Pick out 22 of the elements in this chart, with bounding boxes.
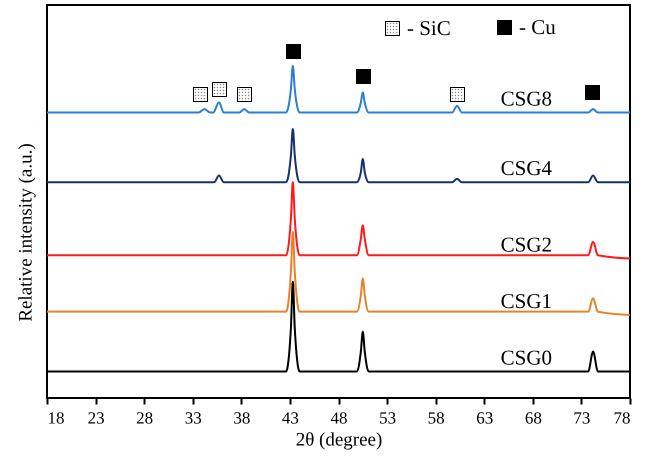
y-axis-title: Relative intensity (a.u.) <box>16 143 36 322</box>
x-tick-label: 58 <box>428 408 445 428</box>
series-label: CSG1 <box>500 289 552 313</box>
legend-label: CSG8 <box>500 86 552 110</box>
text: - SiC <box>407 16 451 40</box>
x-tick-label: 33 <box>184 408 202 428</box>
x-tick-label: 78 <box>614 408 630 428</box>
x-tick-label: 23 <box>88 408 105 428</box>
x-tick-label: 73 <box>573 408 590 428</box>
x-tick-label: 18 <box>48 408 64 428</box>
series-label: CSG4 <box>500 156 552 180</box>
x-tick-label: 43 <box>282 408 299 428</box>
x-axis-title: 2θ (degree) <box>296 430 382 450</box>
x-tick-label: 63 <box>476 408 494 428</box>
x-tick-label: 48 <box>330 408 348 428</box>
x-tick-label: 38 <box>233 408 250 428</box>
x-tick-label: 53 <box>379 408 396 428</box>
series-label: CSG0 <box>500 345 552 370</box>
x-tick-label: 68 <box>524 408 542 428</box>
series-label: CSG2 <box>500 232 552 257</box>
x-tick-label: 28 <box>136 408 154 428</box>
text: - Cu <box>519 15 556 39</box>
